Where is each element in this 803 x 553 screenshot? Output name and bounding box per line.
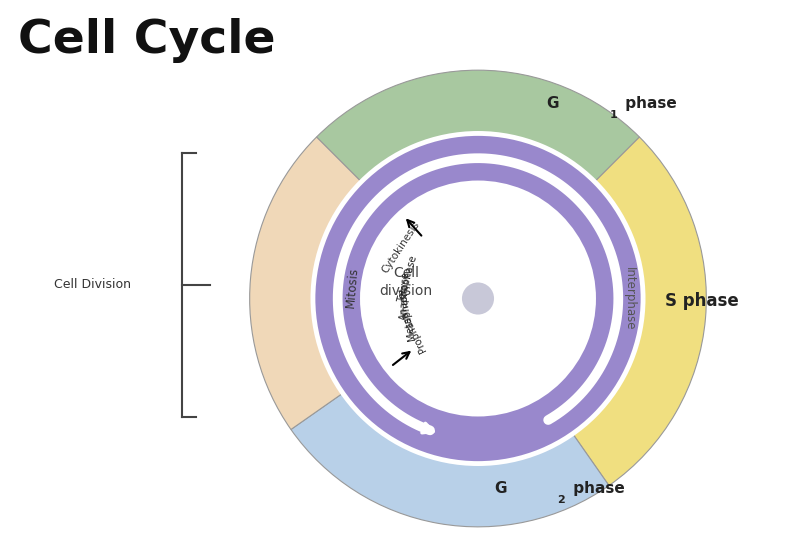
Text: 2: 2	[556, 495, 565, 505]
Text: phase: phase	[568, 481, 624, 496]
Text: Cytokinesis: Cytokinesis	[380, 220, 422, 275]
Text: Cell
division: Cell division	[379, 266, 432, 298]
Text: Mitosis: Mitosis	[343, 267, 360, 309]
Text: G: G	[493, 481, 506, 496]
Text: Interphase: Interphase	[622, 267, 635, 330]
Circle shape	[462, 283, 493, 315]
Wedge shape	[381, 302, 430, 330]
Text: S phase: S phase	[664, 292, 738, 310]
Wedge shape	[312, 133, 642, 463]
Text: 1: 1	[609, 110, 616, 120]
Wedge shape	[386, 315, 437, 354]
Circle shape	[362, 183, 593, 414]
Wedge shape	[532, 137, 706, 486]
Text: Cell Division: Cell Division	[54, 278, 131, 291]
Text: Anaphase: Anaphase	[398, 271, 410, 320]
Text: Telophase: Telophase	[396, 254, 418, 304]
Text: Metaphase: Metaphase	[396, 285, 416, 341]
Wedge shape	[382, 263, 431, 291]
Wedge shape	[388, 231, 442, 280]
Wedge shape	[316, 70, 638, 231]
Circle shape	[362, 183, 593, 414]
Wedge shape	[381, 284, 429, 305]
Text: phase: phase	[619, 96, 676, 111]
Text: Prophase: Prophase	[397, 309, 427, 354]
Wedge shape	[291, 354, 608, 527]
Text: Cell Cycle: Cell Cycle	[18, 18, 275, 63]
Text: G: G	[545, 96, 558, 111]
Wedge shape	[250, 137, 410, 430]
